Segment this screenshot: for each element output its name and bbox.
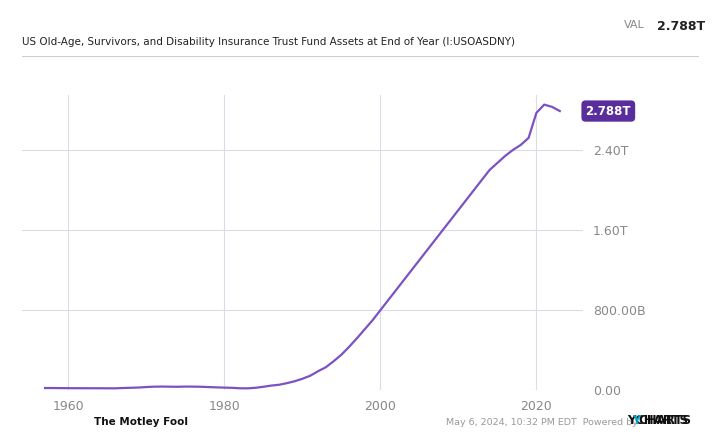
Text: 2.788T: 2.788T [585, 105, 631, 118]
Text: The Motley Fool: The Motley Fool [94, 417, 188, 427]
Text: US Old-Age, Survivors, and Disability Insurance Trust Fund Assets at End of Year: US Old-Age, Survivors, and Disability In… [22, 37, 515, 48]
Text: VAL: VAL [624, 20, 644, 30]
Text: Y: Y [632, 414, 641, 427]
Text: May 6, 2024, 10:32 PM EDT  Powered by: May 6, 2024, 10:32 PM EDT Powered by [446, 418, 641, 427]
Text: CHARTS: CHARTS [639, 414, 692, 427]
Text: YCHARTS: YCHARTS [627, 414, 688, 427]
Text: 2.788T: 2.788T [657, 20, 706, 33]
